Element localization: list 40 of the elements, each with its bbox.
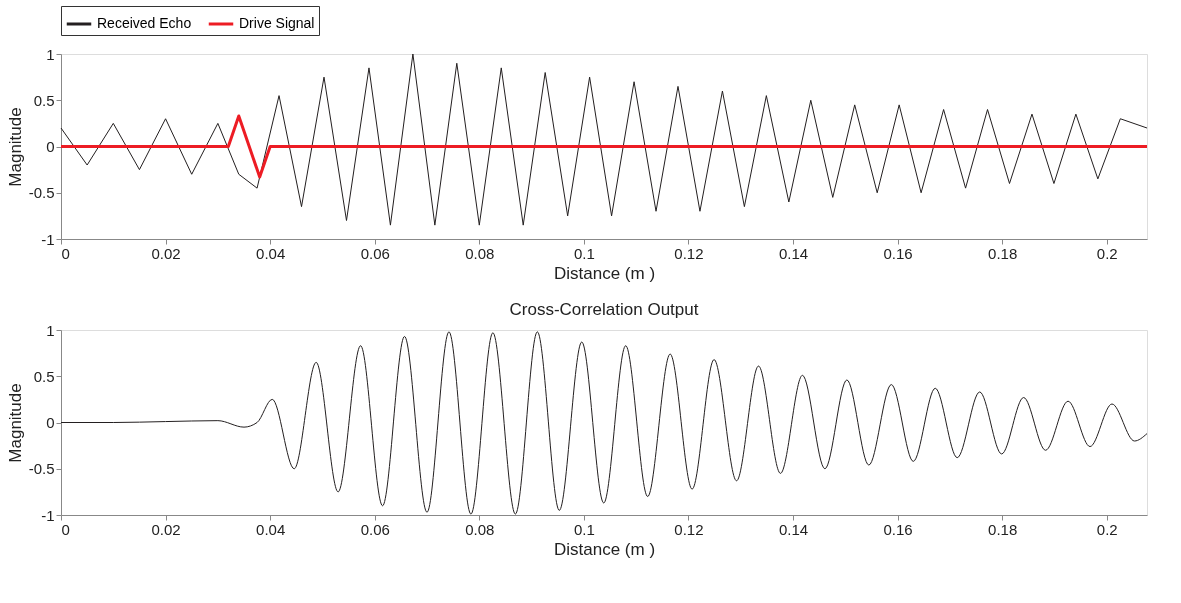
y-tick-label: 1 xyxy=(46,321,55,339)
y-tick-label: -0.5 xyxy=(28,184,55,202)
x-tick-label: 0.16 xyxy=(883,244,913,262)
y-tick-label: 1 xyxy=(46,45,55,63)
y-tick-label: 0 xyxy=(46,138,55,155)
x-tick-label: 0.2 xyxy=(1096,244,1118,262)
x-tick-label: 0.12 xyxy=(674,520,704,538)
x-tick-label: 0.02 xyxy=(151,244,181,262)
chart-title: Cross-Correlation Output xyxy=(509,300,699,319)
x-tick-label: 0.1 xyxy=(573,244,595,262)
y-tick-label: 0.5 xyxy=(33,367,55,385)
x-tick-label: 0.2 xyxy=(1096,520,1118,538)
x-tick-label: 0.12 xyxy=(674,244,704,262)
y-axis-title: Magnitude xyxy=(5,383,25,463)
y-tick-label: -1 xyxy=(41,506,55,524)
x-tick-label: 0.14 xyxy=(778,520,809,538)
legend-label: Drive Signal xyxy=(239,15,315,31)
x-tick-label: 0 xyxy=(61,244,70,262)
y-tick-label: 0 xyxy=(46,414,55,431)
x-tick-label: 0.14 xyxy=(778,244,809,262)
x-tick-label: 0.06 xyxy=(360,244,390,262)
x-tick-label: 0.08 xyxy=(465,520,495,538)
line-series xyxy=(60,53,1148,226)
x-tick-label: 0.06 xyxy=(360,520,390,538)
x-tick-label: 0 xyxy=(61,520,70,538)
x-axis-title: Distance (m ) xyxy=(553,263,656,283)
y-axis-title: Magnitude xyxy=(5,107,25,187)
x-tick-label: 0.16 xyxy=(883,520,913,538)
x-tick-label: 0.04 xyxy=(256,520,286,538)
y-tick-label: -0.5 xyxy=(28,460,55,478)
x-tick-label: 0.04 xyxy=(256,244,286,262)
x-tick-label: 0.08 xyxy=(465,244,495,262)
x-tick-label: 0.18 xyxy=(988,244,1018,262)
x-axis-title: Distance (m ) xyxy=(553,539,656,559)
legend-label: Received Echo xyxy=(97,15,192,31)
y-tick-label: 0.5 xyxy=(33,91,55,109)
x-tick-label: 0.02 xyxy=(151,520,181,538)
x-tick-label: 0.1 xyxy=(573,520,595,538)
y-tick-label: -1 xyxy=(41,230,55,248)
x-tick-label: 0.18 xyxy=(988,520,1018,538)
